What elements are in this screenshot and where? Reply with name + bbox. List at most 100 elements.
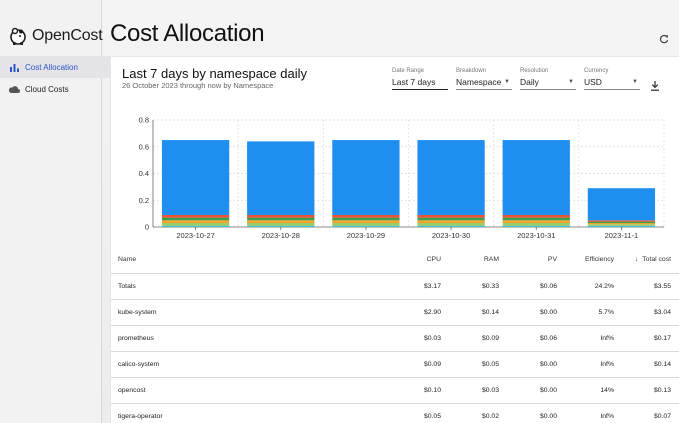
bar-segment xyxy=(587,222,656,225)
col-total-cost[interactable]: ↓ Total cost xyxy=(635,247,671,272)
opencost-logo[interactable]: OpenCost xyxy=(8,24,103,48)
brand-name: OpenCost xyxy=(32,27,103,44)
col-name[interactable]: Name xyxy=(118,256,137,263)
bar-segment xyxy=(417,217,485,221)
resolution-select[interactable]: Daily ▼ xyxy=(520,77,576,90)
report-card: Last 7 days by namespace daily 26 Octobe… xyxy=(110,56,679,423)
cell-cpu: $0.10 xyxy=(423,387,441,394)
bar-segment xyxy=(587,220,656,222)
bar-segment xyxy=(587,225,656,227)
cell-total: $0.17 xyxy=(653,335,671,342)
cell-pv: $0.06 xyxy=(539,335,557,342)
cell-cpu: $2.90 xyxy=(423,309,441,316)
cell-efficiency: 14% xyxy=(600,387,614,394)
col-cpu[interactable]: CPU xyxy=(426,256,441,263)
date-range-select[interactable]: Last 7 days xyxy=(392,77,448,90)
cell-name: kube-system xyxy=(118,309,157,316)
bar-segment xyxy=(332,140,400,215)
cell-name: tigera-operator xyxy=(118,413,163,420)
col-efficiency[interactable]: Efficiency xyxy=(585,256,614,263)
cell-total: $0.07 xyxy=(653,413,671,420)
caret-down-icon: ▼ xyxy=(632,79,638,85)
bar-segment xyxy=(247,214,315,218)
cell-name: Totals xyxy=(118,283,136,290)
currency-control[interactable]: Currency USD ▼ xyxy=(584,68,640,90)
cell-cpu: $0.09 xyxy=(423,361,441,368)
cell-efficiency: Inf% xyxy=(600,413,614,420)
piggy-bank-icon xyxy=(10,27,26,45)
bar-segment xyxy=(247,220,315,223)
refresh-icon[interactable] xyxy=(659,31,673,45)
bar-segment xyxy=(417,222,485,226)
resolution-control[interactable]: Resolution Daily ▼ xyxy=(520,68,576,90)
cell-ram: $0.03 xyxy=(481,387,499,394)
cell-pv: $0.00 xyxy=(539,413,557,420)
resolution-label: Resolution xyxy=(520,68,549,74)
bar-segment xyxy=(502,214,570,218)
bar-segment xyxy=(332,222,400,226)
bar-segment xyxy=(502,140,570,215)
cell-efficiency: 24.2% xyxy=(594,283,614,290)
bar-segment xyxy=(161,214,230,218)
bar-segment xyxy=(417,225,485,227)
bar-segment xyxy=(247,225,315,227)
breakdown-control[interactable]: Breakdown Namespace ▼ xyxy=(456,68,512,90)
resolution-value: Daily xyxy=(520,77,539,87)
cloud-icon xyxy=(8,85,20,93)
cell-name: prometheus xyxy=(118,335,154,342)
bar-segment xyxy=(417,214,485,218)
currency-select[interactable]: USD ▼ xyxy=(584,77,640,90)
table-row[interactable]: kube-system $2.90 $0.14 $0.00 5.7% $3.04 xyxy=(111,300,679,326)
date-range-value: Last 7 days xyxy=(392,77,436,87)
table-row[interactable]: calico-system $0.09 $0.05 $0.00 Inf% $0.… xyxy=(111,352,679,378)
cell-total: $0.13 xyxy=(653,387,671,394)
breakdown-label: Breakdown xyxy=(456,68,487,74)
table-header-row: Name CPU RAM PV Efficiency ↓ Total cost xyxy=(111,247,679,274)
bar-segment xyxy=(161,140,230,215)
report-title: Last 7 days by namespace daily xyxy=(122,66,307,81)
page-title: Cost Allocation xyxy=(110,20,265,47)
date-range-control[interactable]: Date Range Last 7 days xyxy=(392,68,448,90)
table-row[interactable]: opencost $0.10 $0.03 $0.00 14% $0.13 xyxy=(111,378,679,404)
bar-segment xyxy=(332,217,400,221)
x-tick-label: 2023-10-28 xyxy=(262,231,300,240)
cell-cpu: $0.03 xyxy=(423,335,441,342)
cell-pv: $0.00 xyxy=(539,387,557,394)
bar-segment xyxy=(502,222,570,226)
bar-segment xyxy=(332,214,400,218)
cell-ram: $0.09 xyxy=(481,335,499,342)
cell-name: opencost xyxy=(118,387,146,394)
bar-segment xyxy=(502,220,570,223)
table-row[interactable]: tigera-operator $0.05 $0.02 $0.00 Inf% $… xyxy=(111,404,679,423)
currency-label: Currency xyxy=(584,68,609,74)
download-icon[interactable] xyxy=(650,79,660,91)
bar-chart-icon xyxy=(8,63,20,72)
cell-cpu: $0.05 xyxy=(423,413,441,420)
bar-segment xyxy=(587,188,656,221)
currency-value: USD xyxy=(584,77,602,87)
sidebar-item-cost-allocation[interactable]: Cost Allocation xyxy=(0,56,122,78)
x-tick-label: 2023-10-31 xyxy=(517,231,555,240)
cost-chart-svg: 0 0.2 0.4 0.6 0.8 2023-10-27 2023-10-28 2023-10… xyxy=(139,116,665,240)
bar-segment xyxy=(502,217,570,221)
cost-chart: 0 0.2 0.4 0.6 0.8 2023-10-27 2023-10-28 2023-10… xyxy=(111,109,679,245)
arrow-down-icon: ↓ xyxy=(634,256,639,263)
cell-total: $3.04 xyxy=(653,309,671,316)
cell-ram: $0.05 xyxy=(481,361,499,368)
cell-pv: $0.00 xyxy=(539,361,557,368)
sidebar-item-cloud-costs[interactable]: Cloud Costs xyxy=(0,78,122,100)
breakdown-select[interactable]: Namespace ▼ xyxy=(456,77,512,90)
x-tick-label: 2023-10-29 xyxy=(347,231,385,240)
allocation-table: Name CPU RAM PV Efficiency ↓ Total cost T… xyxy=(111,247,679,423)
col-ram[interactable]: RAM xyxy=(483,256,499,263)
y-tick-label: 0.2 xyxy=(139,196,149,205)
col-pv[interactable]: PV xyxy=(547,256,557,263)
cell-ram: $0.33 xyxy=(481,283,499,290)
table-row-totals: Totals $3.17 $0.33 $0.06 24.2% $3.55 xyxy=(111,274,679,300)
sidebar-item-label: Cost Allocation xyxy=(25,62,78,72)
report-subtitle: 26 October 2023 through now by Namespace xyxy=(122,81,274,90)
cell-cpu: $3.17 xyxy=(423,283,441,290)
table-row[interactable]: prometheus $0.03 $0.09 $0.06 Inf% $0.17 xyxy=(111,326,679,352)
cell-total: $0.14 xyxy=(653,361,671,368)
